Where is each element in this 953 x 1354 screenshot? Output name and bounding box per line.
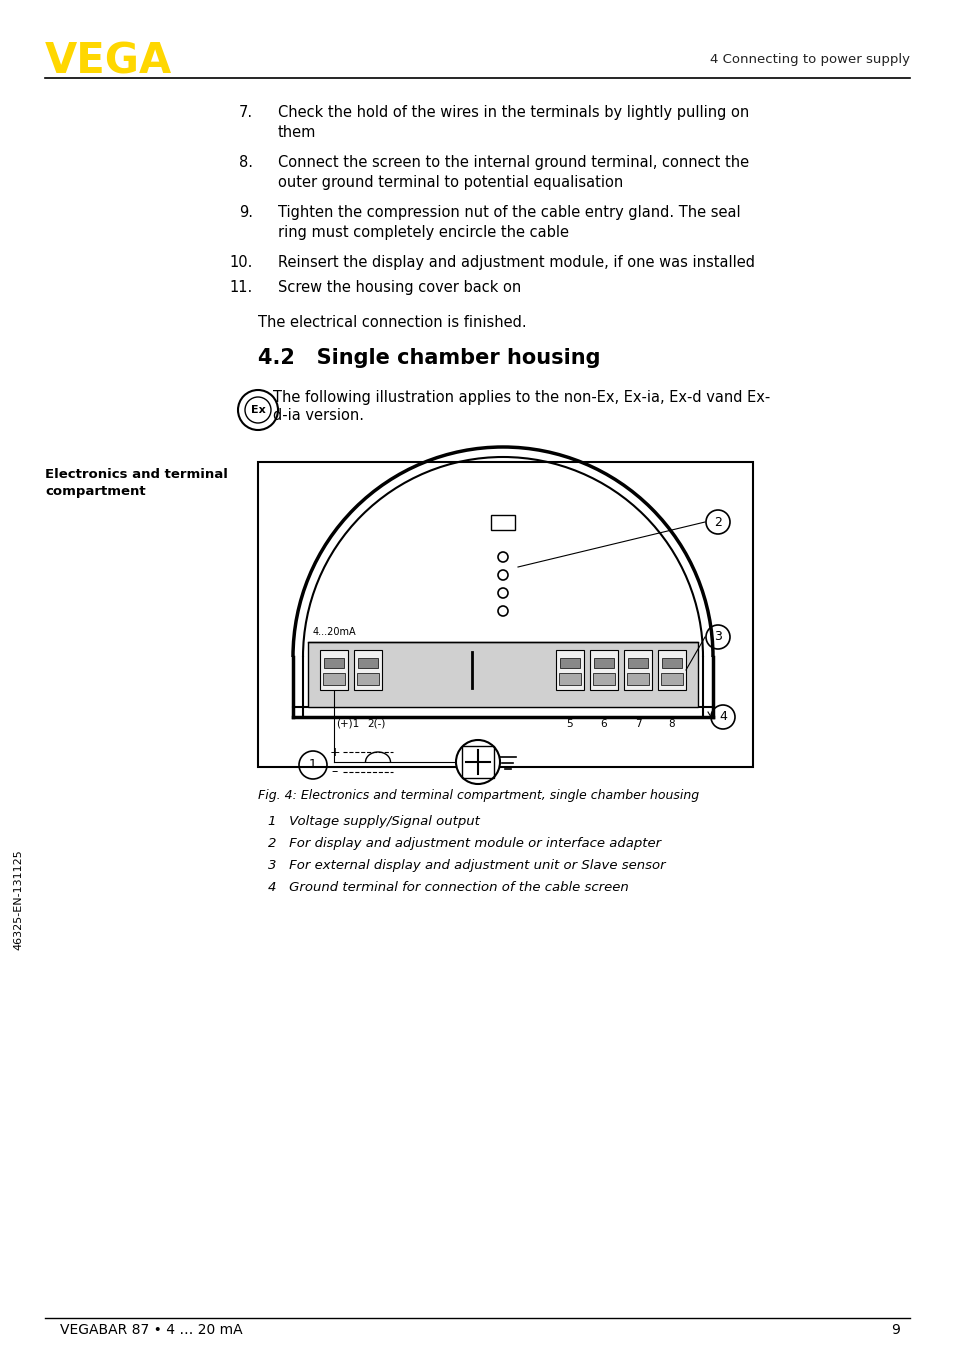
Text: 46325-EN-131125: 46325-EN-131125 [13, 849, 23, 951]
Bar [626, 673, 648, 685]
Text: Reinsert the display and adjustment module, if one was installed: Reinsert the display and adjustment modu… [277, 255, 754, 269]
Text: +: + [330, 746, 340, 758]
Text: 1   Voltage supply/Signal output: 1 Voltage supply/Signal output [268, 815, 479, 829]
Bar [356, 673, 378, 685]
Bar [660, 673, 682, 685]
Circle shape [456, 741, 499, 784]
Text: Check the hold of the wires in the terminals by lightly pulling on: Check the hold of the wires in the termi… [277, 106, 748, 121]
Bar [593, 673, 615, 685]
Bar [559, 658, 579, 668]
Bar [589, 650, 618, 691]
Text: Electronics and terminal: Electronics and terminal [45, 468, 228, 481]
Text: (+)1: (+)1 [336, 719, 359, 728]
Text: 6: 6 [600, 719, 607, 728]
Text: 7.: 7. [238, 106, 253, 121]
Text: 4   Ground terminal for connection of the cable screen: 4 Ground terminal for connection of the … [268, 881, 628, 894]
Text: The electrical connection is finished.: The electrical connection is finished. [257, 315, 526, 330]
Text: 10.: 10. [230, 255, 253, 269]
Text: 11.: 11. [230, 280, 253, 295]
Text: Ex: Ex [251, 405, 265, 414]
Bar [594, 658, 614, 668]
Bar [491, 515, 515, 529]
Text: 9.: 9. [239, 204, 253, 219]
Circle shape [497, 570, 507, 580]
Text: 2   For display and adjustment module or interface adapter: 2 For display and adjustment module or i… [268, 837, 660, 850]
Bar [461, 746, 494, 779]
Text: Screw the housing cover back on: Screw the housing cover back on [277, 280, 520, 295]
Text: VEGA: VEGA [45, 41, 172, 83]
Circle shape [497, 588, 507, 598]
Text: d-ia version.: d-ia version. [273, 408, 364, 422]
Bar [658, 650, 685, 691]
Text: 3: 3 [713, 631, 721, 643]
Text: Tighten the compression nut of the cable entry gland. The seal: Tighten the compression nut of the cable… [277, 204, 740, 219]
Circle shape [497, 607, 507, 616]
Text: 4 Connecting to power supply: 4 Connecting to power supply [709, 54, 909, 66]
Text: 8: 8 [668, 719, 675, 728]
Bar [661, 658, 681, 668]
Text: 2: 2 [713, 516, 721, 528]
Bar [323, 673, 345, 685]
Text: VEGABAR 87 • 4 … 20 mA: VEGABAR 87 • 4 … 20 mA [60, 1323, 242, 1336]
Text: 4: 4 [719, 711, 726, 723]
Bar [319, 650, 348, 691]
Text: –: – [332, 765, 337, 779]
Bar [357, 658, 377, 668]
Bar [627, 658, 647, 668]
Bar [308, 642, 698, 707]
Text: 9: 9 [890, 1323, 899, 1336]
Text: The following illustration applies to the non-Ex, Ex-ia, Ex-d vand Ex-: The following illustration applies to th… [273, 390, 769, 405]
Text: 5: 5 [566, 719, 573, 728]
Bar [558, 673, 580, 685]
Text: 3   For external display and adjustment unit or Slave sensor: 3 For external display and adjustment un… [268, 858, 665, 872]
Text: 8.: 8. [239, 154, 253, 171]
Bar [354, 650, 381, 691]
Text: Fig. 4: Electronics and terminal compartment, single chamber housing: Fig. 4: Electronics and terminal compart… [257, 789, 699, 802]
Text: ring must completely encircle the cable: ring must completely encircle the cable [277, 225, 568, 240]
Text: 2(-): 2(-) [366, 719, 385, 728]
Bar [623, 650, 651, 691]
Circle shape [497, 552, 507, 562]
Text: them: them [277, 125, 316, 139]
Text: 1: 1 [309, 758, 316, 772]
Bar [556, 650, 583, 691]
Bar [257, 462, 752, 766]
Text: compartment: compartment [45, 485, 146, 498]
Text: 7: 7 [634, 719, 640, 728]
Text: Connect the screen to the internal ground terminal, connect the: Connect the screen to the internal groun… [277, 154, 748, 171]
Text: 4.2   Single chamber housing: 4.2 Single chamber housing [257, 348, 599, 368]
Bar [324, 658, 344, 668]
Text: 4...20mA: 4...20mA [313, 627, 356, 636]
Text: outer ground terminal to potential equalisation: outer ground terminal to potential equal… [277, 175, 622, 190]
